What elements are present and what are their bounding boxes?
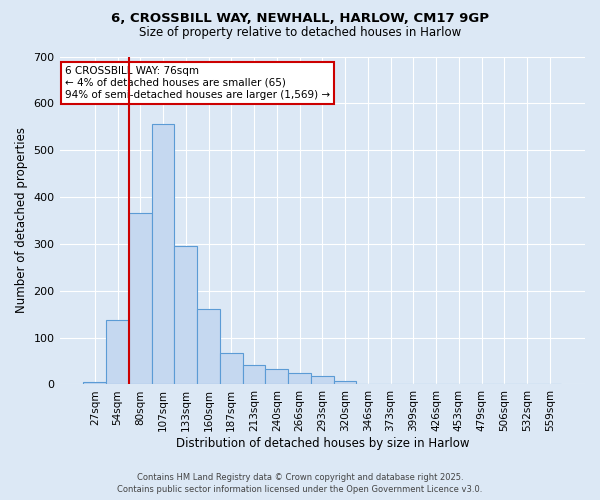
- Bar: [83, 382, 106, 384]
- X-axis label: Distribution of detached houses by size in Harlow: Distribution of detached houses by size …: [176, 437, 469, 450]
- Bar: [311, 376, 334, 384]
- Y-axis label: Number of detached properties: Number of detached properties: [15, 128, 28, 314]
- Text: Size of property relative to detached houses in Harlow: Size of property relative to detached ho…: [139, 26, 461, 39]
- Bar: [175, 246, 197, 384]
- Text: 6 CROSSBILL WAY: 76sqm
← 4% of detached houses are smaller (65)
94% of semi-deta: 6 CROSSBILL WAY: 76sqm ← 4% of detached …: [65, 66, 330, 100]
- Bar: [242, 365, 265, 384]
- Bar: [106, 320, 129, 384]
- Bar: [265, 370, 288, 384]
- Text: Contains HM Land Registry data © Crown copyright and database right 2025.
Contai: Contains HM Land Registry data © Crown c…: [118, 472, 482, 494]
- Bar: [197, 310, 220, 384]
- Text: 6, CROSSBILL WAY, NEWHALL, HARLOW, CM17 9GP: 6, CROSSBILL WAY, NEWHALL, HARLOW, CM17 …: [111, 12, 489, 26]
- Bar: [288, 372, 311, 384]
- Bar: [220, 352, 242, 384]
- Bar: [334, 380, 356, 384]
- Bar: [129, 214, 152, 384]
- Bar: [152, 124, 175, 384]
